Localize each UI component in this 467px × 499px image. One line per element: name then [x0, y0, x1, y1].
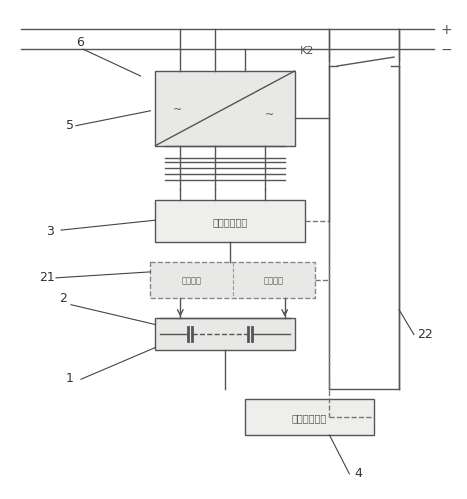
Text: 4: 4 [354, 467, 362, 480]
Text: +: + [441, 23, 453, 37]
Bar [156, 200, 304, 242]
Text: K2: K2 [300, 46, 314, 56]
Text: 整流适应模块: 整流适应模块 [212, 217, 248, 227]
Text: 6: 6 [76, 36, 84, 49]
Text: 保护模块: 保护模块 [263, 276, 283, 285]
Text: ~: ~ [265, 110, 274, 120]
Text: 3: 3 [46, 225, 54, 238]
Text: 2: 2 [59, 292, 67, 305]
Text: 22: 22 [417, 327, 432, 340]
Bar [156, 71, 295, 146]
Text: −: − [441, 43, 453, 57]
Bar [156, 318, 295, 350]
Text: 产生模块: 产生模块 [182, 276, 201, 285]
Bar [150, 262, 314, 298]
Text: ~: ~ [173, 105, 183, 115]
Text: 21: 21 [39, 271, 55, 284]
Text: 5: 5 [66, 119, 74, 132]
Bar [245, 399, 374, 435]
Text: 监控管理模块: 监控管理模块 [292, 413, 327, 423]
Text: 1: 1 [66, 372, 74, 385]
